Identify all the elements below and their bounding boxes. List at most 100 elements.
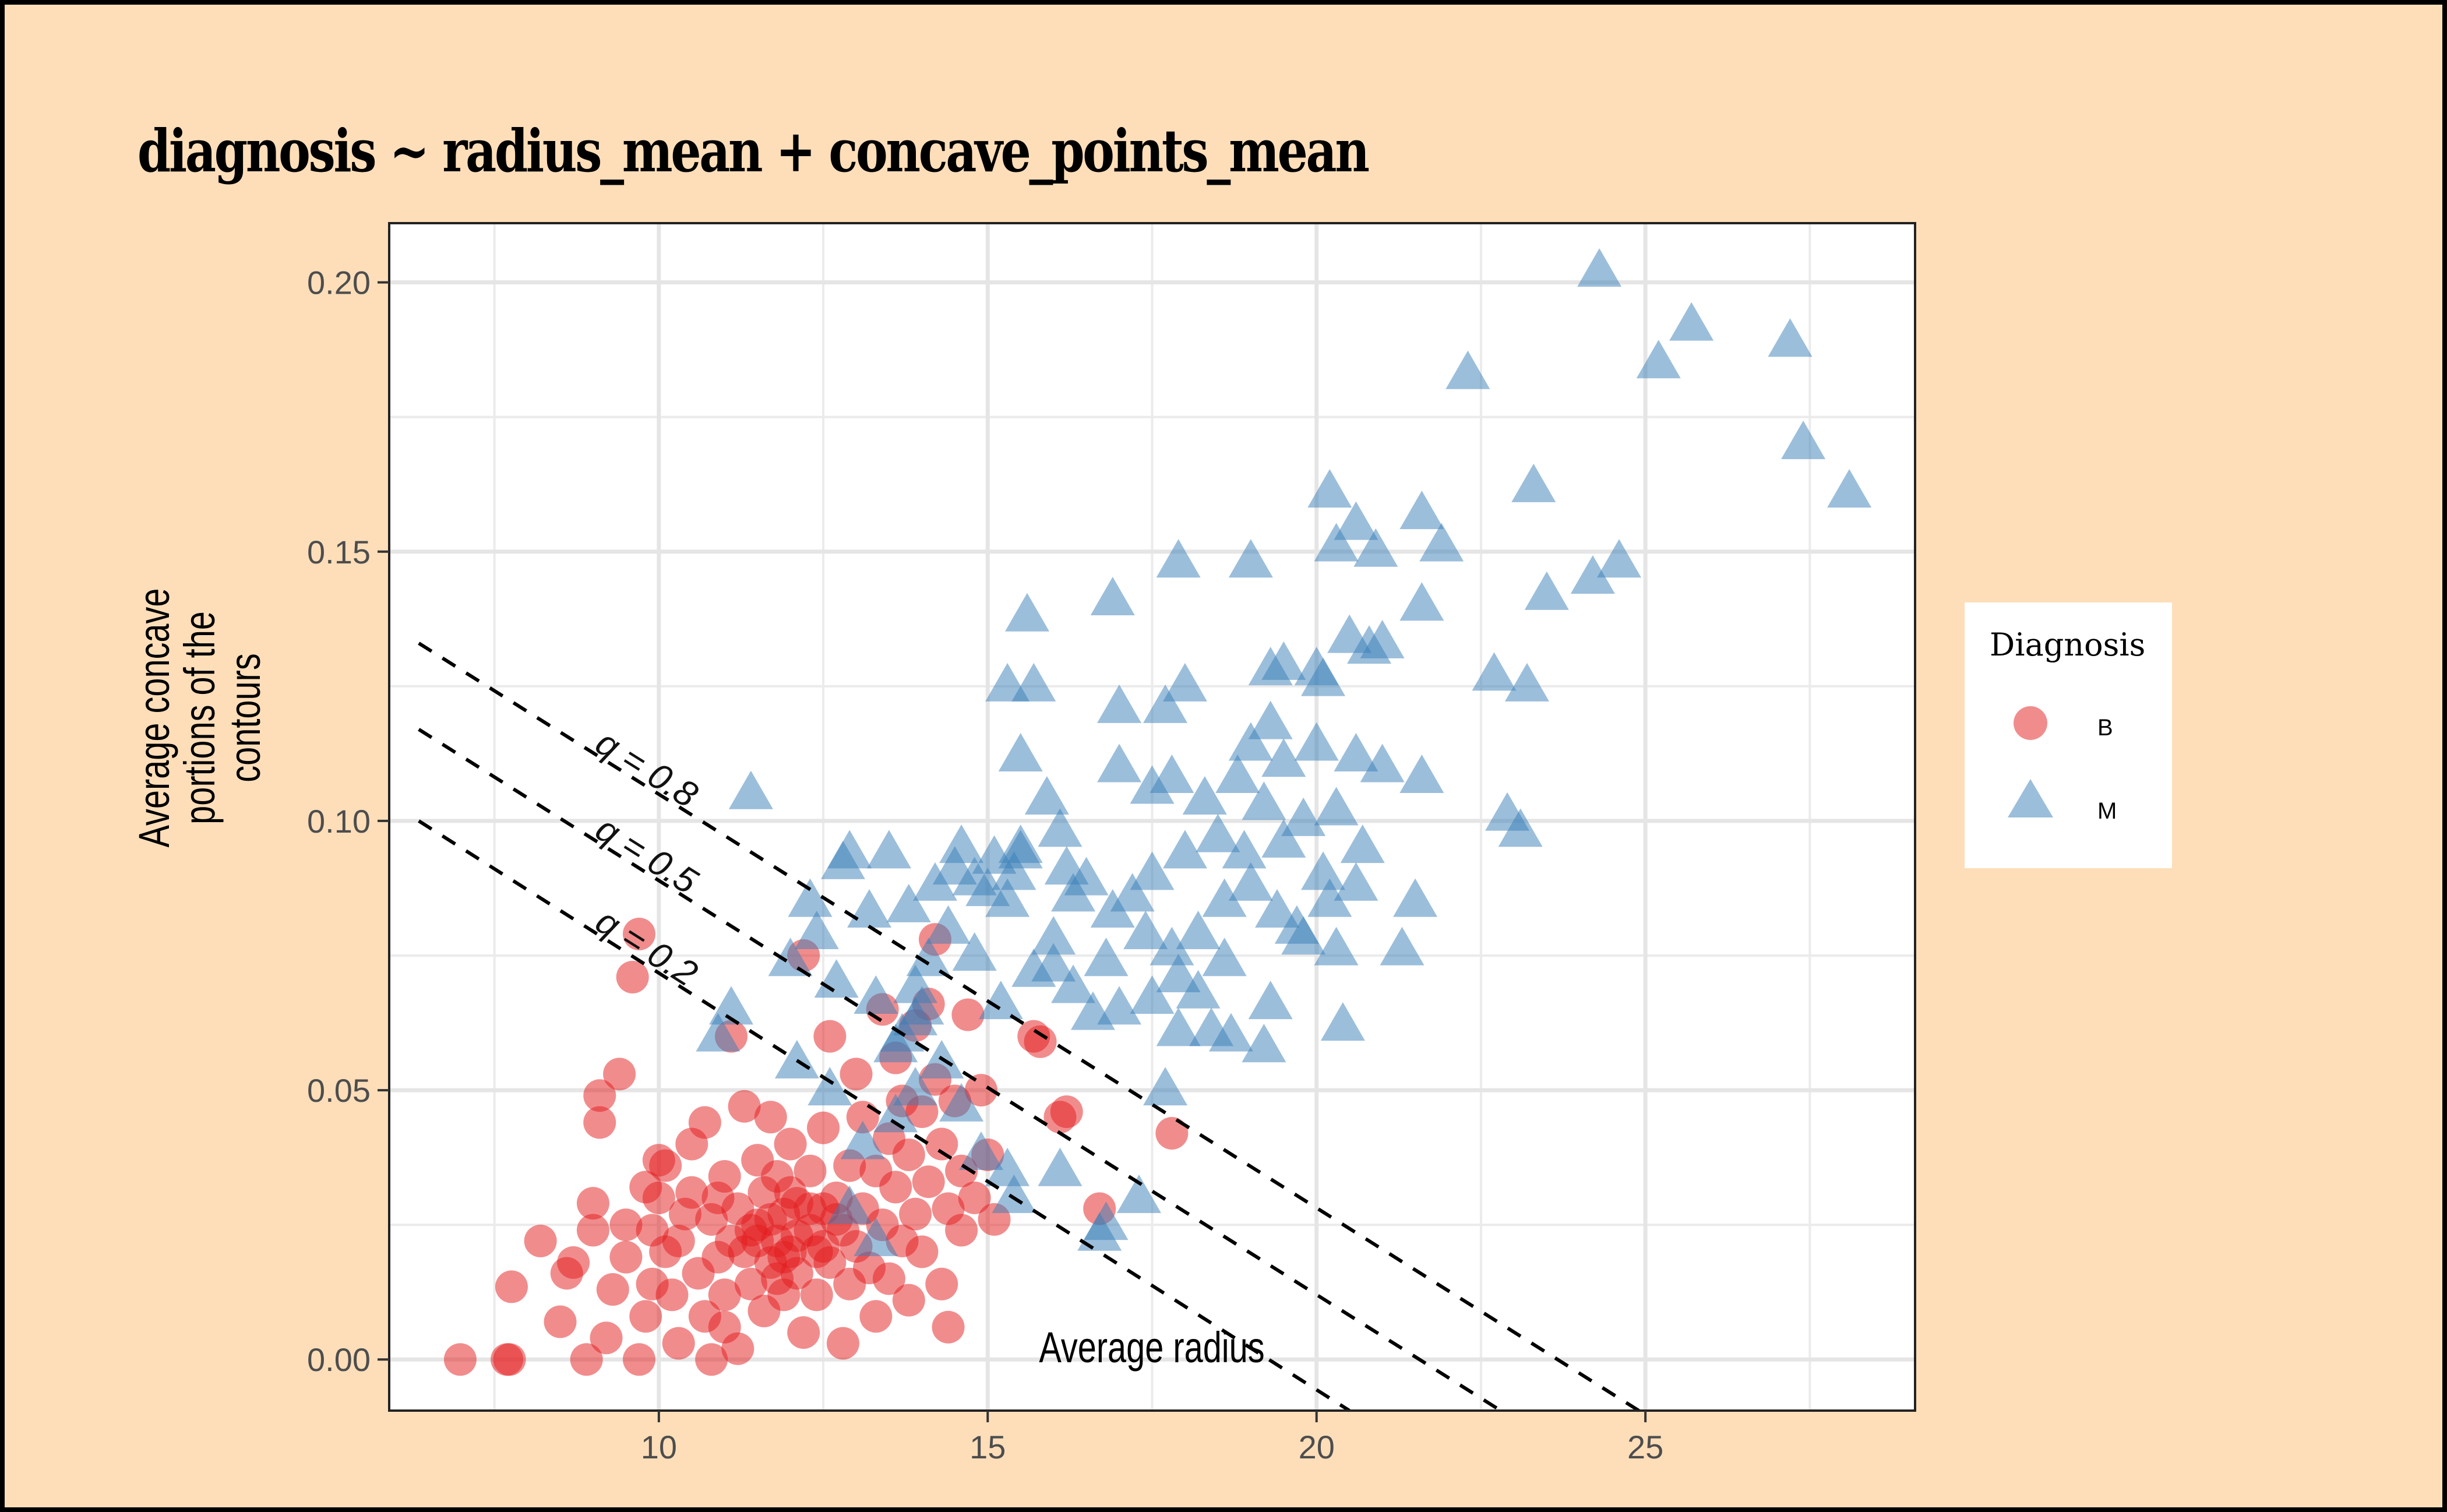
data-point-b xyxy=(622,918,655,951)
data-point-m xyxy=(1261,641,1306,680)
x-tick-label: 15 xyxy=(969,1429,1006,1465)
data-point-b xyxy=(794,1154,827,1187)
data-point-m xyxy=(827,1185,872,1224)
data-point-m xyxy=(1024,776,1069,815)
data-point-b xyxy=(826,1327,859,1360)
data-point-m xyxy=(1228,862,1273,901)
data-point-b xyxy=(754,1101,787,1134)
data-point-m xyxy=(1143,1067,1188,1106)
data-point-m xyxy=(814,959,859,998)
legend-label-m: M xyxy=(2097,798,2117,824)
data-point-m xyxy=(1353,528,1398,567)
data-point-m xyxy=(1031,916,1076,955)
y-axis-title: Average concave portions of the contours xyxy=(131,588,270,848)
data-point-b xyxy=(668,1197,701,1231)
data-point-m xyxy=(1150,926,1194,965)
data-point-m xyxy=(1314,926,1359,965)
data-point-m xyxy=(1498,808,1543,847)
data-point-m xyxy=(1314,787,1359,826)
data-point-m xyxy=(854,975,898,1014)
data-point-b xyxy=(840,1058,873,1091)
data-point-m xyxy=(1242,1024,1286,1063)
data-point-m xyxy=(1051,964,1096,1003)
data-point-b xyxy=(905,1235,939,1268)
data-point-m xyxy=(1143,684,1188,723)
data-point-m xyxy=(873,1024,918,1063)
data-point-m xyxy=(906,937,951,977)
data-point-m xyxy=(1360,619,1405,658)
data-point-m xyxy=(1097,986,1142,1025)
data-point-m xyxy=(1399,754,1444,793)
x-axis: 10 15 20 25 xyxy=(641,1411,1663,1465)
data-point-m xyxy=(1261,738,1306,777)
data-point-m xyxy=(998,733,1043,772)
data-point-b xyxy=(925,1267,958,1300)
data-point-m xyxy=(820,840,865,879)
data-point-m xyxy=(1320,1002,1365,1041)
data-point-m xyxy=(985,878,1030,917)
data-point-m xyxy=(709,986,754,1025)
data-point-m xyxy=(788,878,833,917)
series-b-points xyxy=(443,918,1189,1376)
data-point-m xyxy=(1307,878,1352,917)
legend-triangle-icon xyxy=(2008,779,2053,817)
data-point-b xyxy=(590,1321,623,1355)
data-point-m xyxy=(1116,1174,1161,1213)
grid-minor xyxy=(389,223,1915,1411)
data-point-m xyxy=(1781,420,1826,459)
data-point-b xyxy=(495,1270,528,1303)
data-point-m xyxy=(1334,501,1378,540)
data-point-m xyxy=(1281,916,1326,955)
data-point-m xyxy=(1419,523,1464,562)
data-point-m xyxy=(1202,878,1247,917)
data-point-b xyxy=(649,1149,682,1182)
data-point-b xyxy=(493,1343,526,1376)
data-point-b xyxy=(622,1343,655,1376)
legend-box xyxy=(1965,602,2172,868)
data-point-b xyxy=(609,1240,643,1274)
data-point-b xyxy=(616,960,649,993)
data-point-m xyxy=(1011,662,1056,702)
data-point-b xyxy=(596,1273,629,1306)
data-point-m xyxy=(1827,469,1872,508)
data-point-m xyxy=(978,981,1023,1020)
data-point-m xyxy=(952,932,997,971)
data-point-m xyxy=(1156,953,1201,992)
legend-title: Diagnosis xyxy=(1990,626,2145,663)
y-axis-title-line-3: contours xyxy=(221,653,270,782)
data-point-m xyxy=(893,1067,938,1106)
data-point-b xyxy=(557,1246,590,1279)
data-point-b xyxy=(787,1316,820,1349)
data-point-b xyxy=(583,1079,616,1112)
plot-panel-border xyxy=(388,222,1916,1412)
data-point-m xyxy=(992,1174,1036,1213)
x-axis-title: Average radius xyxy=(1039,1324,1264,1372)
data-point-m xyxy=(1097,743,1142,783)
data-point-m xyxy=(1090,889,1135,928)
data-point-b xyxy=(1050,1095,1083,1129)
data-point-b xyxy=(761,1262,794,1295)
series-m-points xyxy=(696,248,1872,1256)
data-point-b xyxy=(708,1278,741,1312)
data-point-m xyxy=(1031,943,1076,982)
data-point-b xyxy=(701,1181,735,1214)
data-point-m xyxy=(1334,862,1378,901)
data-point-m xyxy=(1130,765,1175,804)
x-tick-label: 20 xyxy=(1299,1429,1335,1465)
data-point-b xyxy=(925,1127,958,1161)
quantile-line xyxy=(418,728,1502,1412)
data-point-m xyxy=(886,883,931,922)
data-point-m xyxy=(1399,491,1444,530)
data-point-m xyxy=(1261,819,1306,858)
legend: Diagnosis B M xyxy=(1965,602,2172,868)
data-point-m xyxy=(1038,808,1083,847)
data-point-m xyxy=(1669,302,1714,341)
data-point-b xyxy=(800,1278,833,1312)
data-point-b xyxy=(899,1197,932,1231)
data-point-b xyxy=(708,1310,741,1344)
data-point-b xyxy=(964,1074,997,1107)
data-point-m xyxy=(1597,539,1642,578)
data-point-m xyxy=(939,1083,984,1122)
data-point-b xyxy=(932,1310,965,1344)
data-point-b xyxy=(951,998,985,1031)
